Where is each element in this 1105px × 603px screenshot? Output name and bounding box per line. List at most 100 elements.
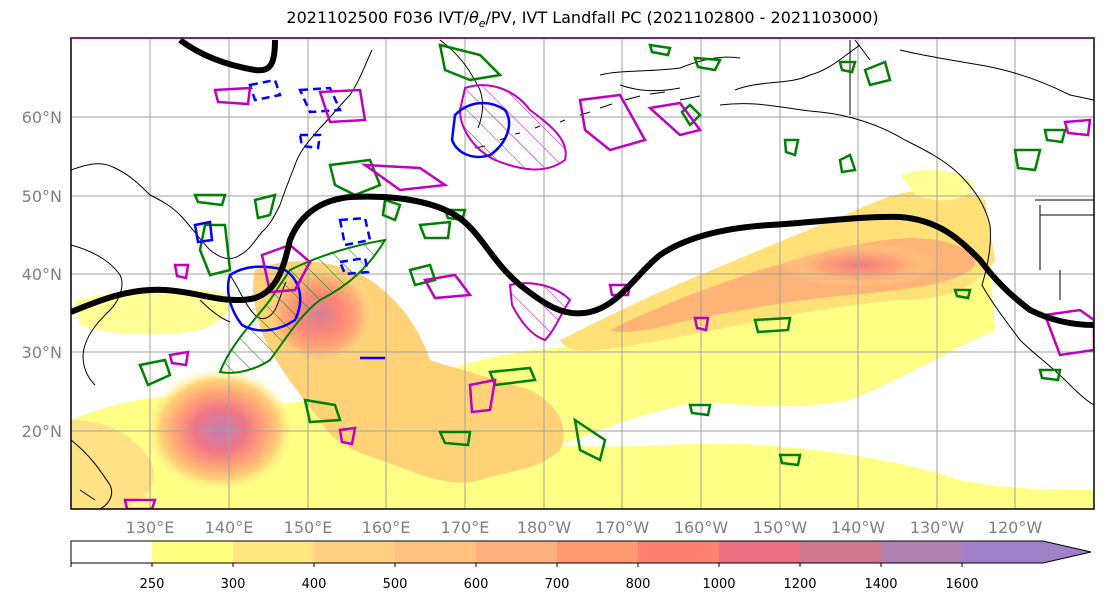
green-contour (1043, 128, 1067, 144)
green-contour (193, 193, 227, 207)
hatched-regions (218, 84, 572, 374)
longitude-label: 180°W (517, 518, 572, 537)
magenta-contour (578, 93, 647, 152)
ivt-band-south (71, 268, 1094, 509)
longitude-label: 170°E (441, 518, 490, 537)
magenta-contour (213, 86, 252, 106)
magenta-contour (318, 88, 367, 124)
colorbar-outline (70, 540, 1092, 564)
title-subscript: e (478, 17, 486, 31)
magenta-contour (360, 163, 449, 192)
longitude-label: 140°W (831, 518, 886, 537)
longitude-labels: 130°E 140°E 150°E 160°E 170°E 180°W 170°W 160°W… (126, 518, 1043, 537)
coast-alaska-north (734, 39, 1094, 101)
jet-stream-north (178, 38, 278, 74)
colorbar-tick-label: 800 (626, 577, 651, 592)
colorbar-tick-label: 1200 (783, 577, 816, 592)
magenta-contour (693, 316, 710, 332)
colorbar-segment (395, 541, 477, 563)
colorbar-tick-label: 1600 (945, 577, 978, 592)
magenta-contour (1063, 118, 1092, 137)
blue-dashed-contour (338, 256, 370, 276)
colorbar-tick-label: 250 (140, 577, 165, 592)
hatch-green-west (218, 238, 387, 374)
colorbar-tick-label: 1400 (864, 577, 897, 592)
latitude-labels: 60°N 50°N 40°N 30°N 20°N (22, 108, 62, 441)
magenta-contour (468, 378, 497, 414)
green-contour (138, 358, 172, 387)
green-contour (253, 193, 277, 220)
green-contour (328, 158, 382, 197)
green-contour (303, 398, 342, 424)
coast-philippines (71, 439, 113, 509)
colorbar-segment (557, 541, 639, 563)
longitude-label: 120°W (988, 518, 1043, 537)
colorbar-segment (71, 541, 153, 563)
ivt-ar-east-max (780, 243, 940, 287)
magenta-contour (608, 283, 632, 297)
green-contour (438, 430, 472, 447)
ivt-typhoon (145, 368, 295, 492)
green-contour (688, 403, 712, 417)
green-contour (693, 56, 722, 72)
green-contour (838, 60, 857, 74)
green-contour (783, 138, 800, 157)
title-part-2: /PV, IVT Landfall PC (2021102800 - 20211… (485, 8, 879, 27)
colorbar-tick-label: 700 (545, 577, 570, 592)
magenta-contour (168, 350, 190, 367)
political-borders (849, 40, 1094, 300)
title-part-1: 2021102500 F036 IVT/ (286, 8, 469, 27)
green-contour (573, 417, 607, 462)
green-contour (753, 316, 792, 334)
ivt-west-patch (75, 288, 231, 335)
green-contour (648, 43, 672, 57)
colorbar-tick-label: 600 (464, 577, 489, 592)
green-contour (408, 263, 437, 287)
green-contour (418, 220, 452, 240)
hatch-magenta-center (508, 282, 572, 342)
colorbar-segment (152, 541, 234, 563)
colorbar-segment (881, 541, 963, 563)
hatch-magenta-north (458, 84, 567, 171)
coast-china (71, 244, 123, 386)
longitude-label: 130°E (126, 518, 175, 537)
colorbar-segment (314, 541, 396, 563)
latitude-label: 30°N (22, 343, 62, 362)
blue-dashed-contour (248, 78, 282, 102)
figure-title: 2021102500 F036 IVT/θe/PV, IVT Landfall … (0, 8, 1105, 30)
green-contour (438, 43, 503, 82)
magenta-contour (123, 498, 157, 509)
blue-dashed-contour (298, 133, 322, 150)
longitude-label: 170°W (595, 518, 650, 537)
green-contour (838, 153, 857, 174)
latitude-label: 60°N (22, 108, 62, 127)
green-contour (381, 198, 402, 222)
colorbar-segment (800, 541, 882, 563)
green-contour (1013, 148, 1042, 172)
colorbar-tick-label: 300 (221, 577, 246, 592)
green-contour (863, 60, 892, 87)
magenta-contour (423, 273, 473, 300)
latitude-label: 40°N (22, 265, 62, 284)
blue-dashed-contour (338, 216, 372, 247)
green-contour (198, 223, 232, 277)
longitude-label: 130°W (910, 518, 965, 537)
blue-contours (193, 78, 511, 360)
magenta-contour (338, 426, 357, 446)
blue-contour-west (226, 265, 302, 332)
longitude-label: 160°W (674, 518, 729, 537)
green-contour (778, 453, 802, 467)
magenta-contour (647, 101, 703, 137)
map-panel (71, 38, 1094, 509)
title-theta: θ (468, 8, 479, 27)
green-contours (138, 43, 1067, 467)
colorbar: 250 300 400 500 600 700 800 1000 1200 1400 1600 (70, 540, 1092, 592)
green-contour (1038, 368, 1062, 382)
colorbar-segment (476, 541, 558, 563)
ivt-sw (71, 420, 154, 509)
coast-alaska-west (599, 56, 741, 92)
green-contour (953, 288, 972, 300)
longitude-label: 140°E (205, 518, 254, 537)
